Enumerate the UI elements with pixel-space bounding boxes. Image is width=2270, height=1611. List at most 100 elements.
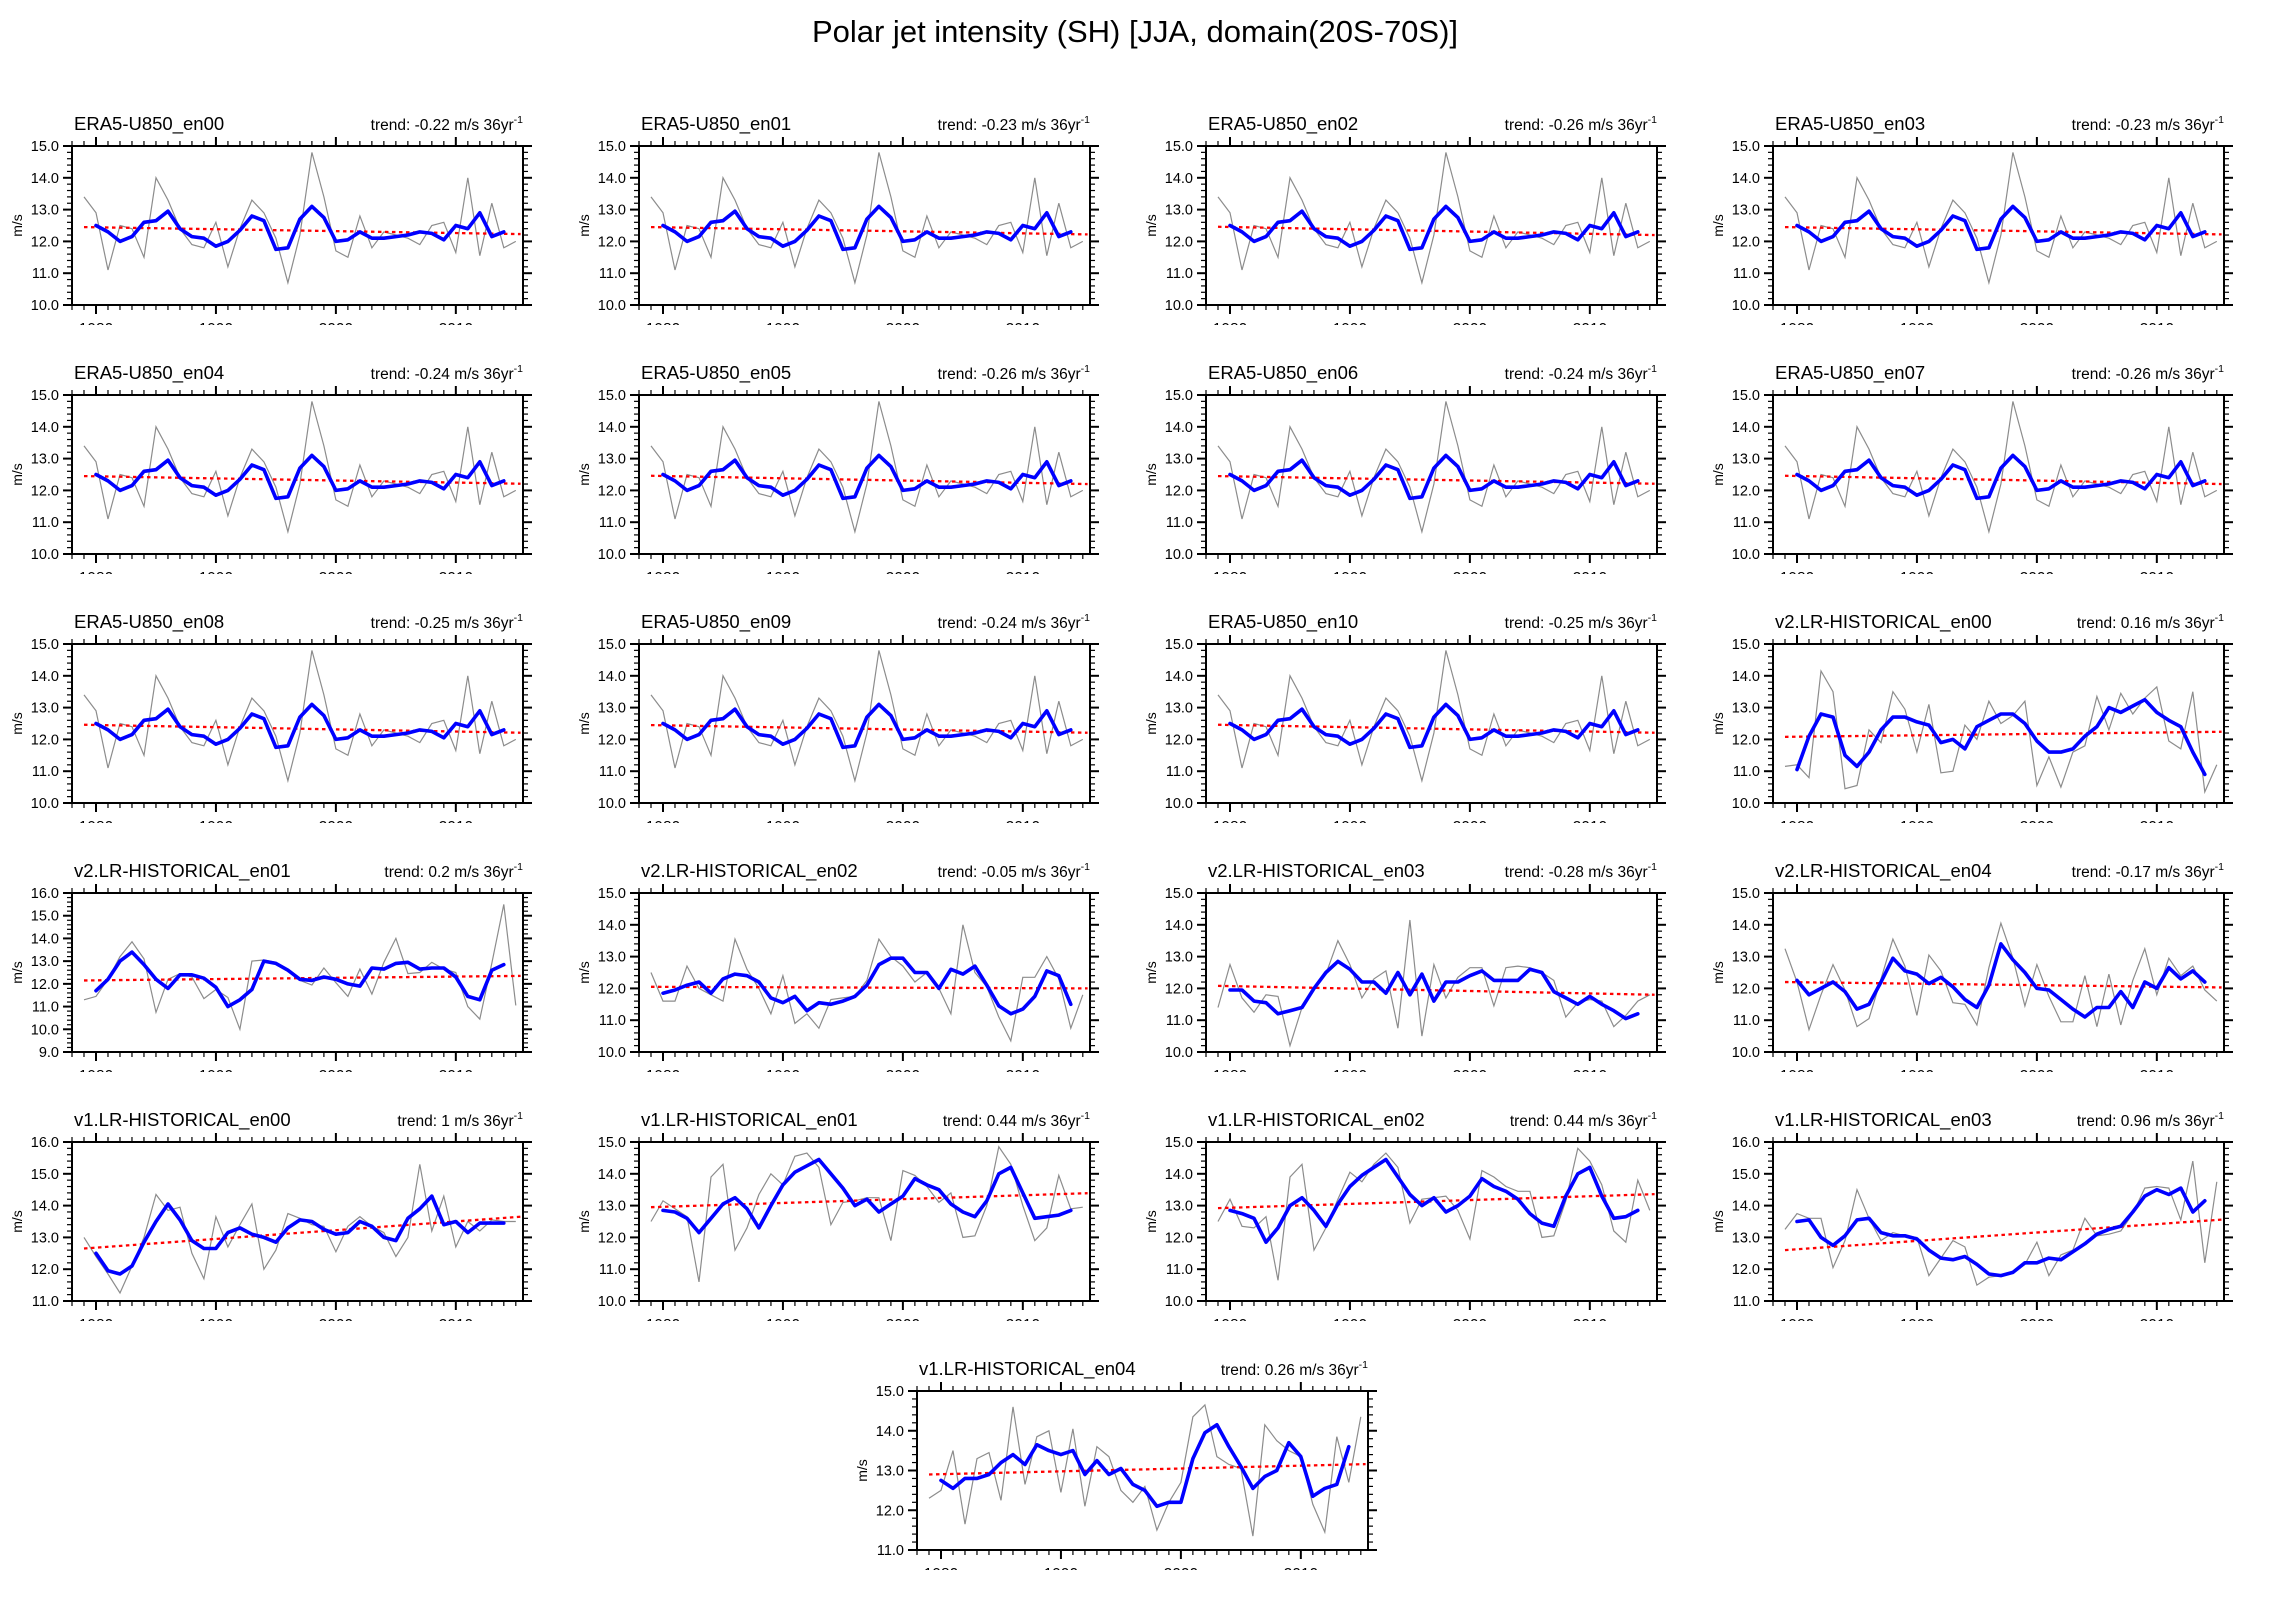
x-tick-label: 2000	[2020, 321, 2055, 325]
raw-series-line	[83, 152, 517, 286]
trend-line	[1784, 980, 2222, 989]
panel-era5-u850-en05: 10.0 11.0 12.0 13.0 14.0 15.0 1980 1990 2000 2010…	[567, 327, 1134, 587]
trend-label: trend: 0.26 m/s 36yr-1	[1221, 1359, 1368, 1379]
y-tick-label: 14.0	[1732, 420, 1760, 436]
panel-era5-u850-en01: 10.0 11.0 12.0 13.0 14.0 15.0 1980 1990 2000 2010…	[567, 78, 1134, 338]
y-tick-label: 14.0	[598, 669, 626, 685]
panel-v1-lr-historical-en04: 11.0 12.0 13.0 14.0 15.0 1980 1990 2000 2010 m/s v…	[845, 1323, 1412, 1583]
panel-v2-lr-historical-en02: 10.0 11.0 12.0 13.0 14.0 15.0 1980 1990 2000 2010…	[567, 825, 1134, 1085]
smoothed-series-line	[94, 702, 506, 750]
trend-line	[650, 225, 1088, 236]
y-tick-label: 10.0	[31, 298, 59, 314]
panel-title: ERA5-U850_en05	[641, 362, 791, 384]
x-tick-label: 1980	[1213, 1068, 1248, 1072]
panel-canvas: 10.0 11.0 12.0 13.0 14.0 15.0 1980 1990 2000 2010…	[9, 611, 532, 836]
y-tick-label: 10.0	[1165, 1294, 1193, 1310]
raw-series-line	[1217, 650, 1651, 784]
x-tick-label: 1980	[1213, 321, 1248, 325]
panel-canvas: 11.0 12.0 13.0 14.0 15.0 16.0 1980 1990 2000 2010…	[1710, 1109, 2233, 1334]
x-tick-label: 2000	[319, 819, 354, 823]
plot-frame	[71, 145, 524, 306]
y-tick-label: 15.0	[1165, 388, 1193, 404]
y-tick-label: 11.0	[32, 515, 59, 531]
plot-frame	[638, 145, 1091, 306]
y-tick-label: 12.0	[1732, 1262, 1760, 1278]
y-tick-label: 13.0	[31, 1230, 59, 1246]
x-tick-label: 1990	[1900, 1068, 1935, 1072]
smoothed-series-line	[94, 1194, 506, 1276]
raw-series-line	[928, 1403, 1362, 1537]
trend-label: trend: 0.96 m/s 36yr-1	[2077, 1110, 2224, 1130]
y-tick-label: 13.0	[598, 1199, 626, 1215]
smoothed-series-line	[1228, 453, 1640, 501]
y-tick-label: 14.0	[1165, 171, 1193, 187]
x-tick-label: 2000	[1453, 1317, 1488, 1321]
y-tick-label: 12.0	[598, 483, 626, 499]
y-tick-label: 15.0	[1732, 139, 1760, 155]
x-tick-label: 1990	[1333, 1068, 1368, 1072]
trend-label: trend: -0.26 m/s 36yr-1	[2072, 363, 2225, 383]
y-tick-label: 13.0	[1165, 701, 1193, 717]
y-tick-label: 14.0	[1732, 171, 1760, 187]
y-tick-label: 14.0	[1732, 669, 1760, 685]
y-tick-label: 11.0	[599, 266, 626, 282]
x-tick-label: 2000	[2020, 819, 2055, 823]
x-tick-label: 1990	[1333, 1317, 1368, 1321]
y-axis-title: m/s	[9, 1210, 25, 1233]
raw-series-line	[1217, 401, 1651, 535]
y-tick-label: 11.0	[599, 515, 626, 531]
y-tick-label: 14.0	[1165, 1167, 1193, 1183]
x-tick-label: 2000	[319, 570, 354, 574]
x-tick-label: 2010	[1006, 321, 1041, 325]
y-tick-label: 10.0	[598, 796, 626, 812]
x-tick-label: 2010	[439, 570, 474, 574]
y-tick-label: 12.0	[1732, 483, 1760, 499]
y-tick-label: 15.0	[1165, 637, 1193, 653]
trend-label: trend: -0.17 m/s 36yr-1	[2072, 861, 2225, 881]
smoothed-series-line	[1228, 1157, 1640, 1244]
y-tick-label: 12.0	[31, 1262, 59, 1278]
raw-series-line	[650, 924, 1084, 1043]
x-tick-label: 2010	[439, 1317, 474, 1321]
trend-label: trend: 0.16 m/s 36yr-1	[2077, 612, 2224, 632]
plot-frame	[638, 394, 1091, 555]
panel-v1-lr-historical-en01: 10.0 11.0 12.0 13.0 14.0 15.0 1980 1990 2000 2010…	[567, 1074, 1134, 1334]
panel-title: v2.LR-HISTORICAL_en03	[1208, 860, 1425, 882]
panel-v1-lr-historical-en03: 11.0 12.0 13.0 14.0 15.0 16.0 1980 1990 2000 2010…	[1701, 1074, 2268, 1334]
y-tick-label: 13.0	[31, 954, 59, 970]
panel-title: ERA5-U850_en02	[1208, 113, 1358, 135]
y-tick-label: 13.0	[1732, 701, 1760, 717]
x-tick-label: 1990	[1044, 1566, 1079, 1570]
smoothed-series-line	[94, 950, 506, 1009]
y-tick-label: 15.0	[31, 388, 59, 404]
smoothed-series-line	[939, 1423, 1351, 1509]
y-tick-label: 10.0	[1732, 1045, 1760, 1061]
trend-label: trend: -0.26 m/s 36yr-1	[1505, 114, 1658, 134]
panel-canvas: 9.0 10.0 11.0 12.0 13.0 14.0 15.0 16.0 1980 1990 2…	[9, 860, 532, 1085]
y-tick-label: 13.0	[1165, 203, 1193, 219]
y-tick-label: 14.0	[31, 669, 59, 685]
y-tick-label: 12.0	[31, 234, 59, 250]
trend-label: trend: -0.23 m/s 36yr-1	[938, 114, 1091, 134]
y-tick-label: 10.0	[1165, 1045, 1193, 1061]
panel-v2-lr-historical-en01: 9.0 10.0 11.0 12.0 13.0 14.0 15.0 16.0 1980 1990 2…	[0, 825, 567, 1085]
panel-canvas: 10.0 11.0 12.0 13.0 14.0 15.0 1980 1990 2000 2010…	[1143, 860, 1666, 1085]
trend-label: trend: 0.44 m/s 36yr-1	[1510, 1110, 1657, 1130]
y-tick-label: 12.0	[598, 732, 626, 748]
x-tick-label: 2010	[1006, 1068, 1041, 1072]
y-tick-label: 13.0	[598, 701, 626, 717]
raw-series-line	[1784, 401, 2218, 535]
y-axis-title: m/s	[9, 712, 25, 735]
panel-v2-lr-historical-en04: 10.0 11.0 12.0 13.0 14.0 15.0 1980 1990 2000 2010…	[1701, 825, 2268, 1085]
y-tick-label: 11.0	[599, 764, 626, 780]
plot-frame	[71, 892, 524, 1053]
smoothed-series-line	[1795, 697, 2207, 777]
raw-series-line	[1217, 919, 1651, 1048]
panel-title: ERA5-U850_en07	[1775, 362, 1925, 384]
smoothed-series-line	[94, 204, 506, 252]
raw-series-line	[1784, 152, 2218, 286]
y-tick-label: 13.0	[598, 452, 626, 468]
x-tick-label: 1990	[199, 321, 234, 325]
panel-canvas: 10.0 11.0 12.0 13.0 14.0 15.0 1980 1990 2000 2010…	[1143, 611, 1666, 836]
x-tick-label: 1990	[1333, 819, 1368, 823]
